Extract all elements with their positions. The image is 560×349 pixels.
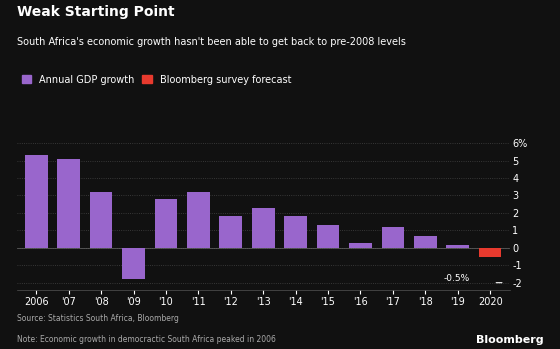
Bar (122, 248, 145, 279)
Text: Note: Economic growth in democractic South Africa peaked in 2006: Note: Economic growth in democractic Sou… (17, 335, 276, 344)
Bar (90, 192, 113, 248)
Text: South Africa's economic growth hasn't been able to get back to pre-2008 levels: South Africa's economic growth hasn't be… (17, 37, 405, 47)
Text: Source: Statistics South Africa, Bloomberg: Source: Statistics South Africa, Bloombe… (17, 314, 179, 323)
Text: Bloomberg: Bloomberg (475, 335, 543, 345)
Bar (252, 208, 274, 248)
Bar (57, 159, 80, 248)
Bar (220, 216, 242, 248)
Bar (446, 245, 469, 248)
Bar (349, 243, 372, 248)
Text: -0.5%: -0.5% (444, 274, 470, 283)
Bar (414, 236, 437, 248)
Bar (187, 192, 209, 248)
Legend: Annual GDP growth, Bloomberg survey forecast: Annual GDP growth, Bloomberg survey fore… (22, 75, 291, 85)
Bar (284, 216, 307, 248)
Bar (25, 155, 48, 248)
Bar (381, 227, 404, 248)
Bar (479, 248, 502, 257)
Text: Weak Starting Point: Weak Starting Point (17, 5, 174, 19)
Bar (317, 225, 339, 248)
Bar (155, 199, 178, 248)
